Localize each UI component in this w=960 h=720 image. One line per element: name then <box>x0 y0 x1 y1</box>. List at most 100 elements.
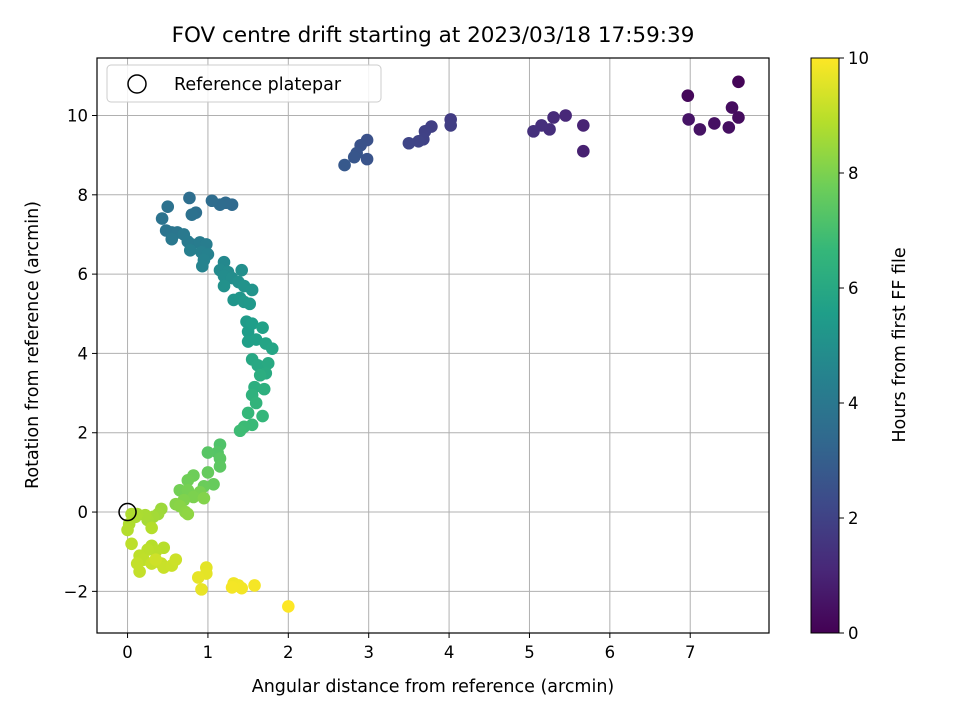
scatter-point <box>165 232 179 246</box>
x-tick-label: 2 <box>283 643 294 662</box>
x-tick-label: 3 <box>363 643 374 662</box>
legend-label: Reference platepar <box>174 75 342 95</box>
scatter-point <box>201 446 215 459</box>
scatter-point <box>559 109 572 122</box>
axis-ticks: 0 1 2 3 4 5 6 7 −2 0 2 4 6 8 10 <box>64 107 696 663</box>
scatter-point <box>412 134 425 148</box>
legend-marker-icon <box>127 74 147 94</box>
scatter-point <box>235 581 248 595</box>
scatter-point <box>527 125 540 138</box>
scatter-point <box>257 382 271 396</box>
chart-title: FOV centre drift starting at 2023/03/18 … <box>172 23 695 48</box>
x-axis-label: Angular distance from reference (arcmin) <box>252 677 615 697</box>
legend-box <box>106 64 382 103</box>
scatter-point <box>282 600 295 613</box>
scatter-point <box>125 537 138 551</box>
scatter-point <box>121 523 134 537</box>
scatter-point <box>732 111 745 124</box>
scatter-point <box>181 474 195 487</box>
scatter-point <box>261 357 275 370</box>
x-tick-label: 4 <box>444 643 455 662</box>
x-tick-label: 6 <box>605 643 616 662</box>
reference-platepar-marker <box>118 502 137 522</box>
scatter-point <box>245 283 259 297</box>
scatter-point <box>207 477 220 491</box>
scatter-point <box>249 396 263 410</box>
scatter-point <box>197 491 211 505</box>
colorbar-ticks: 0 2 4 6 8 10 <box>839 49 869 643</box>
scatter-point <box>191 571 205 584</box>
scatter-point <box>681 89 695 102</box>
x-tick-label: 0 <box>122 643 133 662</box>
colorbar-tick-label: 10 <box>848 49 869 68</box>
scatter-point <box>708 117 721 130</box>
scatter-point <box>256 321 269 334</box>
scatter-point <box>248 579 261 592</box>
scatter-point <box>722 121 736 134</box>
colorbar-tick-label: 2 <box>848 509 859 528</box>
scatter-point <box>185 208 199 221</box>
colorbar-tick-label: 6 <box>848 279 859 298</box>
scatter-point <box>251 359 265 372</box>
scatter-points <box>121 75 745 613</box>
scatter-point <box>245 317 259 330</box>
scatter-point <box>235 263 248 277</box>
scatter-point <box>249 333 263 346</box>
scatter-point <box>213 460 227 473</box>
x-tick-label: 5 <box>524 643 535 662</box>
scatter-point <box>338 158 351 172</box>
scatter-point <box>225 581 239 594</box>
scatter-point <box>347 150 361 164</box>
scatter-point <box>444 119 457 132</box>
scatter-point <box>725 101 739 114</box>
scatter-point <box>145 521 158 535</box>
scatter-point <box>183 191 196 205</box>
scatter-point <box>205 194 219 208</box>
y-tick-label: 10 <box>67 107 88 126</box>
scatter-point <box>360 152 374 166</box>
scatter-point <box>201 466 215 479</box>
scatter-point <box>265 342 279 355</box>
colorbar: 0 2 4 6 8 10 Hours from first FF file <box>810 49 910 643</box>
scatter-point <box>169 553 183 566</box>
colorbar-gradient <box>810 57 840 634</box>
colorbar-tick-label: 0 <box>848 624 859 643</box>
scatter-point <box>149 553 162 566</box>
scatter-point <box>196 259 209 273</box>
scatter-point <box>195 583 208 596</box>
x-tick-label: 1 <box>203 643 214 662</box>
scatter-point <box>183 244 197 257</box>
colorbar-tick-label: 4 <box>848 394 859 413</box>
scatter-point <box>161 200 175 214</box>
colorbar-label: Hours from first FF file <box>890 247 910 442</box>
scatter-point <box>217 279 231 293</box>
y-tick-label: 4 <box>78 344 89 363</box>
y-tick-label: 0 <box>78 503 89 522</box>
colorbar-tick-label: 8 <box>848 164 859 183</box>
scatter-point <box>253 368 267 382</box>
scatter-point <box>693 123 707 136</box>
scatter-point <box>256 409 269 423</box>
scatter-point <box>181 507 195 521</box>
legend: Reference platepar <box>106 64 382 103</box>
grid-lines <box>97 58 769 633</box>
y-axis-label: Rotation from reference (arcmin) <box>23 201 43 489</box>
y-tick-label: 2 <box>78 424 89 443</box>
scatter-point <box>577 144 590 158</box>
scatter-point <box>241 406 255 420</box>
y-tick-label: 8 <box>78 186 89 205</box>
plot-frame <box>96 57 770 634</box>
x-tick-label: 7 <box>685 643 696 662</box>
scatter-point <box>133 565 146 578</box>
scatter-point <box>577 119 590 132</box>
scatter-point <box>187 490 200 504</box>
scatter-point <box>732 75 745 89</box>
y-tick-label: −2 <box>64 582 88 601</box>
scatter-point <box>233 424 247 438</box>
y-tick-label: 6 <box>78 265 89 284</box>
scatter-point <box>243 297 257 311</box>
scatter-point <box>402 136 416 150</box>
scatter-point <box>547 111 560 124</box>
scatter-point <box>682 113 695 126</box>
